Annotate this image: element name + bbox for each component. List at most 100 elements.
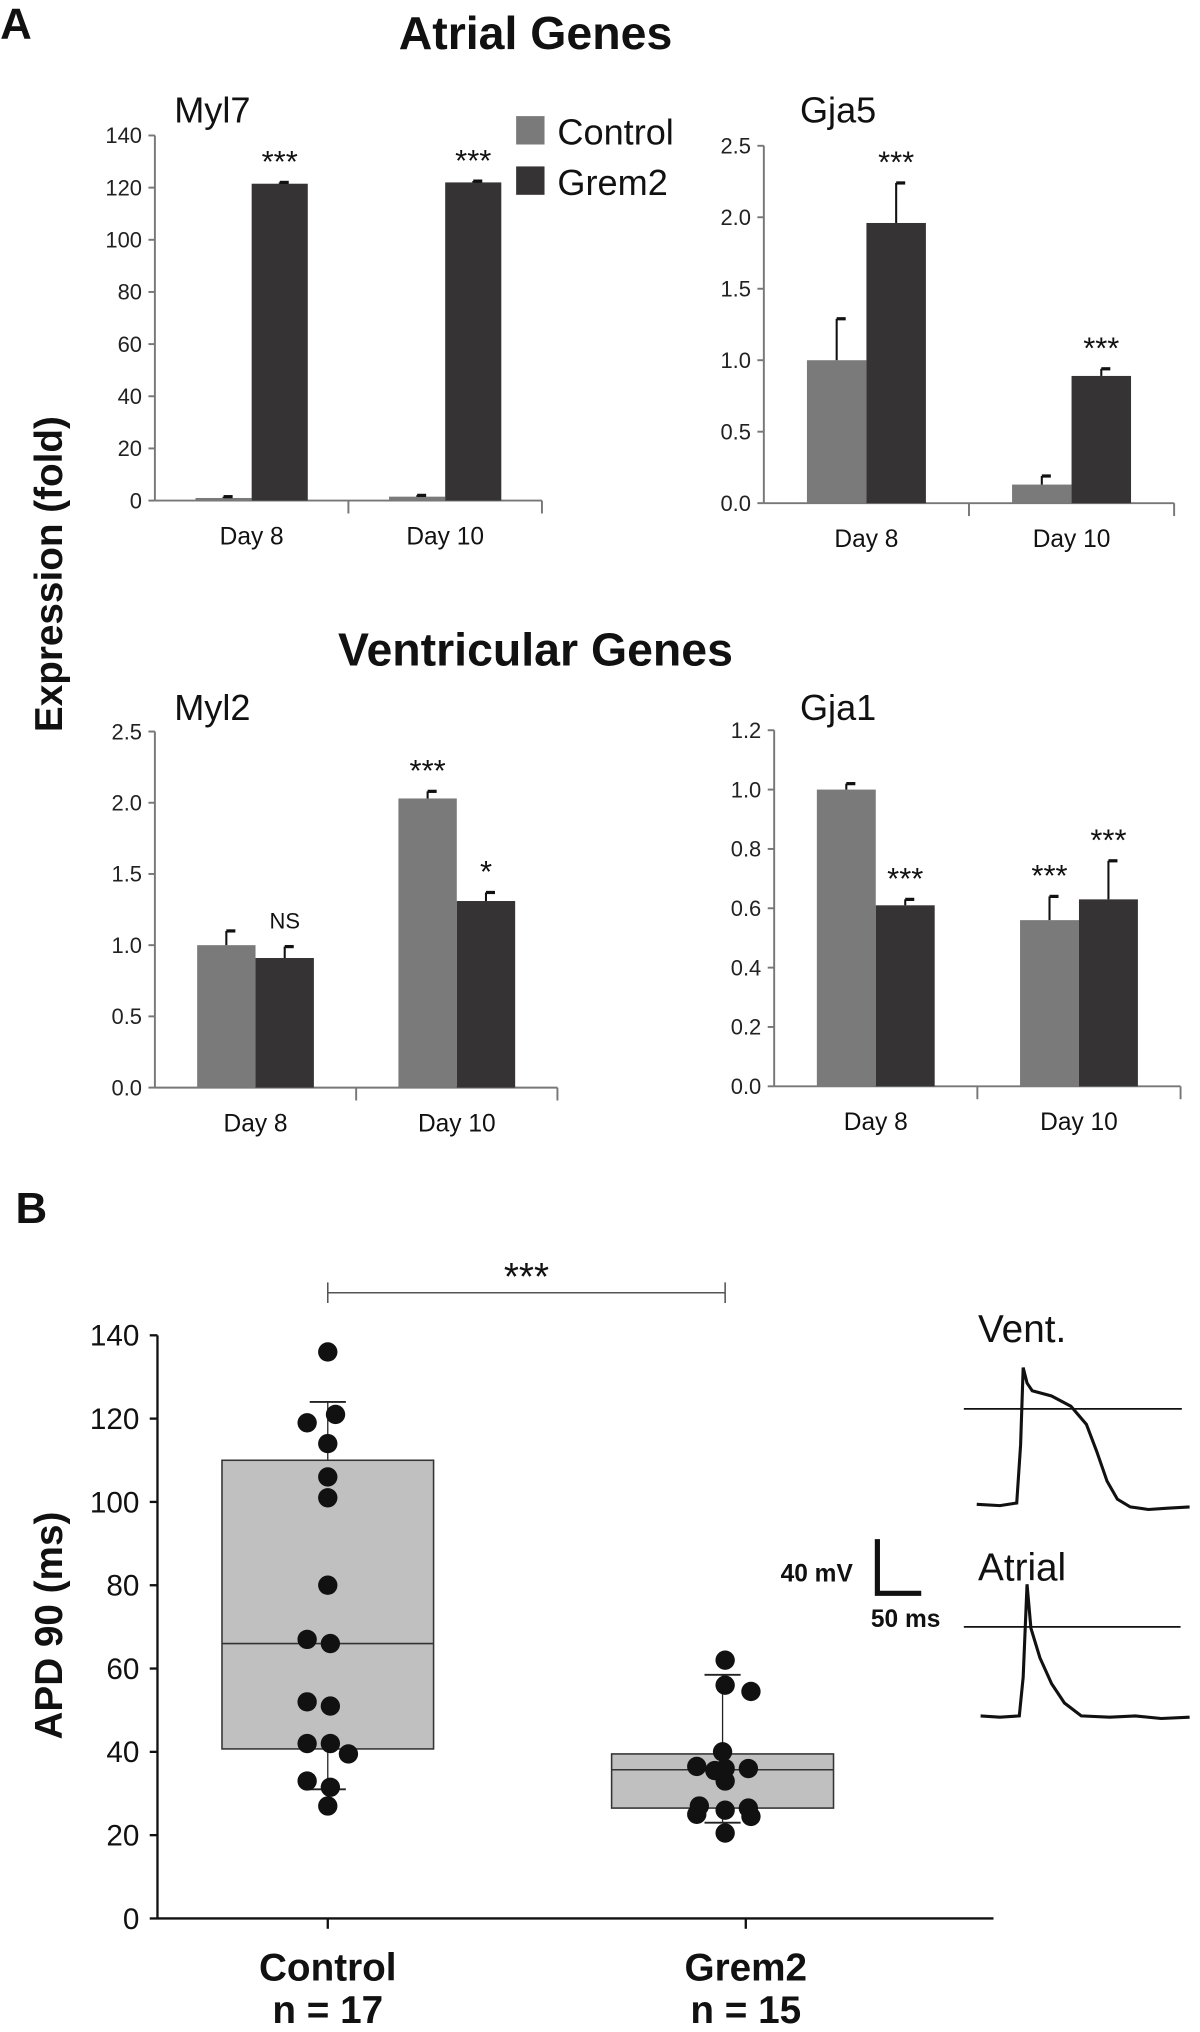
bar-grem2: [1078, 899, 1138, 1087]
data-point: [338, 1744, 359, 1764]
y-tick-label: 120: [90, 1403, 139, 1436]
data-point: [297, 1733, 317, 1754]
bar-control: [1012, 484, 1072, 504]
y-tick-label: 20: [106, 1819, 139, 1852]
data-point: [320, 1733, 341, 1754]
x-tick-label: Day 10: [418, 1110, 496, 1137]
scale-mv-label: 40 mV: [781, 1561, 854, 1588]
y-tick-label: 2.5: [112, 719, 142, 744]
data-point: [318, 1467, 338, 1487]
bar-control: [197, 945, 256, 1088]
bar-grem2: [255, 957, 314, 1088]
chart-gja5: Gja5 0.0 0.5 1.0 1.5 2.0 2.5 Day 8 Day 10 *** ***: [720, 90, 1176, 553]
group-label: Grem2: [684, 1946, 807, 1989]
x-tick-label: Day 10: [406, 523, 484, 550]
bar-control: [389, 496, 446, 501]
significance-label: ***: [1090, 822, 1126, 857]
vent-trace-label: Vent.: [978, 1308, 1066, 1351]
significance-label: ***: [262, 144, 298, 179]
legend-swatch-control: [516, 116, 545, 145]
legend-label-control: Control: [557, 111, 673, 152]
group-n-label: n = 15: [690, 1989, 801, 2032]
data-point: [297, 1629, 317, 1650]
y-tick-label: 2.5: [720, 134, 750, 159]
data-point: [297, 1413, 317, 1433]
bar-control: [398, 798, 457, 1088]
significance-label: NS: [269, 909, 299, 934]
data-point: [320, 1777, 341, 1797]
y-tick-label: 1.5: [720, 276, 750, 301]
y-tick-label: 0.4: [731, 955, 761, 980]
action-potential-traces: Vent. Atrial 40 mV 50 ms: [781, 1308, 1190, 1721]
y-tick-label: 100: [90, 1486, 139, 1519]
y-tick-label: 0.5: [720, 419, 750, 444]
data-point: [687, 1804, 707, 1825]
y-tick-label: 80: [118, 280, 142, 305]
x-tick-label: Day 8: [834, 526, 898, 553]
legend: Control Grem2: [516, 111, 674, 203]
bar-control: [195, 497, 252, 501]
y-tick-label: 2.0: [112, 790, 142, 815]
data-point: [712, 1742, 733, 1762]
y-tick-label: 60: [118, 332, 142, 357]
y-tick-label: 60: [106, 1653, 139, 1686]
x-tick-label: Day 8: [220, 523, 284, 550]
y-tick-label: 1.0: [720, 348, 750, 373]
y-tick-label: 0.6: [731, 896, 761, 921]
y-tick-label: 100: [105, 228, 142, 253]
vent-trace: [976, 1367, 1190, 1512]
group-n-label: n = 17: [272, 1989, 383, 2032]
data-point: [715, 1823, 735, 1843]
data-point: [715, 1675, 735, 1695]
y-tick-label: 140: [105, 123, 142, 148]
data-point: [741, 1806, 761, 1827]
x-tick-label: Day 10: [1033, 526, 1111, 553]
significance-label: ***: [455, 143, 491, 178]
y-tick-label: 0.8: [731, 837, 761, 862]
y-tick-label: 1.0: [731, 777, 761, 802]
y-tick-label: 0: [123, 1903, 139, 1936]
data-point: [705, 1760, 725, 1781]
y-tick-label: 0: [130, 488, 142, 513]
chart-title: Gja1: [800, 687, 876, 728]
significance-label: ***: [410, 753, 446, 788]
chart-title: Myl2: [174, 687, 250, 728]
expression-ylabel: Expression (fold): [28, 416, 71, 732]
significance-label: ***: [887, 861, 923, 896]
atrial-genes-title: Atrial Genes: [399, 7, 673, 59]
bar-control: [1020, 920, 1079, 1087]
ventricular-genes-title: Ventricular Genes: [338, 624, 733, 676]
y-tick-label: 1.0: [112, 933, 142, 958]
significance-bracket: [327, 1282, 726, 1304]
atrial-trace: [980, 1584, 1190, 1721]
panel-label-b: B: [16, 1184, 48, 1233]
data-point: [738, 1758, 759, 1779]
bar-grem2: [456, 901, 516, 1088]
x-tick-label: Day 10: [1040, 1109, 1118, 1136]
legend-swatch-grem2: [516, 166, 545, 195]
significance-label: ***: [1083, 330, 1119, 365]
data-point: [318, 1575, 338, 1595]
data-point: [687, 1756, 707, 1777]
scale-bar: [874, 1539, 922, 1596]
chart-gja1: Gja1 0.0 0.2 0.4 0.6 0.8 1.0 1.2 Day 8 Day 10 *** *…: [731, 687, 1182, 1136]
data-point: [318, 1488, 338, 1508]
data-point: [318, 1342, 338, 1362]
data-point: [320, 1696, 341, 1716]
bar-grem2: [251, 183, 308, 501]
bar-grem2: [445, 182, 502, 501]
atrial-trace-label: Atrial: [978, 1546, 1066, 1589]
legend-label-grem2: Grem2: [557, 162, 667, 203]
y-tick-label: 0.0: [731, 1074, 761, 1099]
bar-grem2: [1071, 375, 1132, 504]
data-point: [297, 1692, 317, 1712]
x-tick-label: Day 8: [844, 1109, 908, 1136]
y-tick-label: 20: [118, 436, 142, 461]
significance-label: *: [480, 854, 492, 889]
data-point: [741, 1681, 761, 1702]
y-tick-label: 80: [106, 1570, 139, 1603]
bar-control: [816, 789, 876, 1087]
